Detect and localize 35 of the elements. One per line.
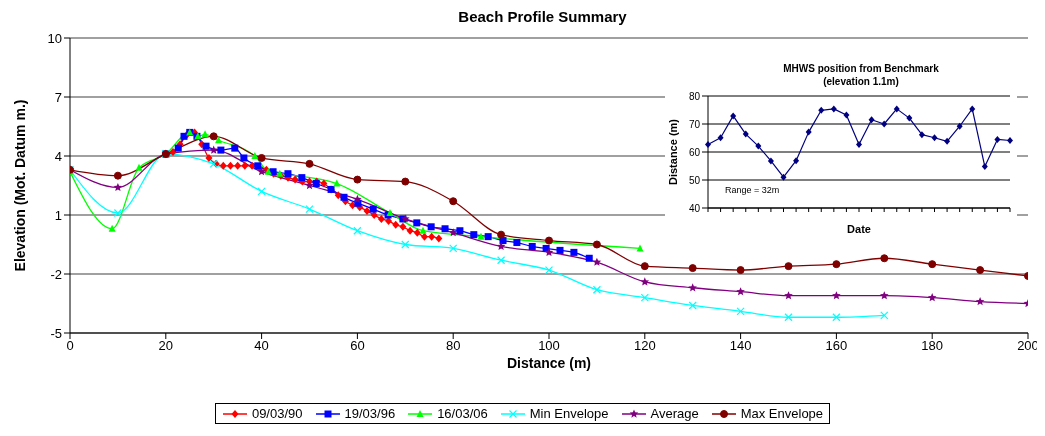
x-axis-title: Distance (m) xyxy=(506,355,592,371)
y-tick-label: -5 xyxy=(50,325,62,341)
y-tick-label: 4 xyxy=(54,148,62,164)
x-tick-label: 40 xyxy=(254,338,269,354)
x-axis-title: Date xyxy=(847,223,871,235)
y-tick-label: 10 xyxy=(47,30,62,46)
y-tick-label: -2 xyxy=(50,266,62,282)
x-tick-label: 0 xyxy=(66,338,74,354)
legend-label: 16/03/06 xyxy=(437,406,488,421)
y-tick-label: 40 xyxy=(688,202,701,214)
x-tick-label: 100 xyxy=(538,338,560,354)
y-tick-label: 80 xyxy=(688,90,701,102)
x-tick-label: 20 xyxy=(158,338,174,354)
y-tick-label: 7 xyxy=(54,89,62,105)
legend-label: 19/03/96 xyxy=(344,406,396,421)
y-tick-label: 1 xyxy=(54,207,62,223)
x-tick-label: 140 xyxy=(729,338,752,354)
chart-title: MHWS position from Benchmark xyxy=(782,62,940,75)
legend-label: Min Envelope xyxy=(529,406,609,421)
annotation: Range = 32m xyxy=(725,185,780,195)
y-tick-label: 50 xyxy=(688,174,701,186)
y-axis-title: Distance (m) xyxy=(666,118,679,186)
y-tick-label: 60 xyxy=(688,146,701,158)
x-tick-label: 180 xyxy=(921,338,944,354)
y-axis-title: Elevation (Mot. Datum m.) xyxy=(11,99,28,272)
chart-title: Beach Profile Summary xyxy=(457,8,628,27)
y-tick-label: 70 xyxy=(688,118,701,130)
legend-label: 09/03/90 xyxy=(251,406,303,421)
legend-label: Max Envelope xyxy=(740,406,824,421)
chart-subtitle: (elevation 1.1m) xyxy=(822,75,900,88)
legend-label: Average xyxy=(650,406,699,421)
x-tick-label: 80 xyxy=(445,338,461,354)
x-tick-label: 160 xyxy=(825,338,848,354)
x-tick-label: 120 xyxy=(633,338,656,354)
x-tick-label: 60 xyxy=(350,338,365,354)
